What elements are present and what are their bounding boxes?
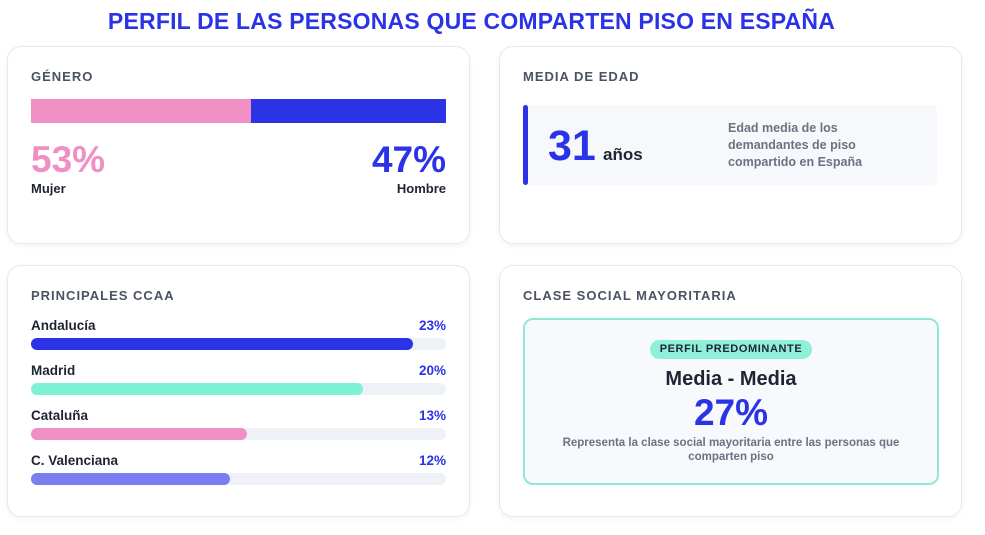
age-value: 31: [548, 122, 596, 170]
region-percentage: 20%: [418, 363, 446, 378]
age-card: MEDIA DE EDAD 31 años Edad media de los …: [499, 46, 962, 244]
region-name: C. Valenciana: [31, 453, 119, 468]
social-class-name: Media - Media: [665, 368, 797, 390]
region-percentage: 12%: [418, 453, 446, 468]
page-title: PERFIL DE LAS PERSONAS QUE COMPARTEN PIS…: [107, 8, 836, 34]
gender-card: GÉNERO 53% 47% Mujer Hombre: [7, 46, 470, 244]
gender-bar-women: [31, 99, 251, 123]
women-percentage: 53%: [31, 139, 106, 180]
gender-bar: [31, 99, 446, 123]
social-class-description: Representa la clase social mayoritaria e…: [562, 437, 900, 463]
region-bar-track: [31, 473, 446, 485]
region-row: Cataluña 13%: [31, 408, 446, 448]
social-class-box: PERFIL PREDOMINANTE Media - Media 27% Re…: [523, 318, 939, 485]
region-bar-fill: [31, 428, 247, 440]
social-class-card: CLASE SOCIAL MAYORITARIA PERFIL PREDOMIN…: [499, 265, 962, 517]
age-card-title: MEDIA DE EDAD: [523, 69, 640, 84]
region-name: Cataluña: [31, 408, 89, 423]
gender-bar-men: [250, 99, 446, 123]
age-description: Edad media de los demandantes de piso co…: [728, 121, 863, 169]
social-class-card-title: CLASE SOCIAL MAYORITARIA: [523, 288, 737, 303]
region-bar-track: [31, 338, 446, 350]
region-bar-fill: [31, 473, 231, 485]
predominant-badge: PERFIL PREDOMINANTE: [650, 340, 812, 359]
regions-card-title: PRINCIPALES CCAA: [31, 288, 175, 303]
region-bar-track: [31, 428, 446, 440]
region-bar-fill: [31, 383, 363, 395]
region-percentage: 13%: [418, 408, 446, 423]
region-row: Andalucía 23%: [31, 318, 446, 358]
men-label: Hombre: [396, 181, 446, 196]
regions-card: PRINCIPALES CCAA Andalucía 23% Madrid 20% Ca…: [7, 265, 470, 517]
age-accent-bar: [523, 105, 528, 185]
region-bar-fill: [31, 338, 413, 350]
region-name: Madrid: [31, 363, 76, 378]
gender-card-title: GÉNERO: [31, 69, 94, 84]
women-label: Mujer: [31, 181, 66, 196]
region-percentage: 23%: [418, 318, 446, 333]
region-row: Madrid 20%: [31, 363, 446, 403]
age-box: 31 años Edad media de los demandantes de…: [523, 105, 937, 185]
men-percentage: 47%: [371, 139, 446, 180]
age-unit: años: [603, 145, 643, 164]
region-row: C. Valenciana 12%: [31, 453, 446, 493]
region-bar-track: [31, 383, 446, 395]
region-name: Andalucía: [31, 318, 96, 333]
social-class-percentage: 27%: [693, 392, 769, 433]
